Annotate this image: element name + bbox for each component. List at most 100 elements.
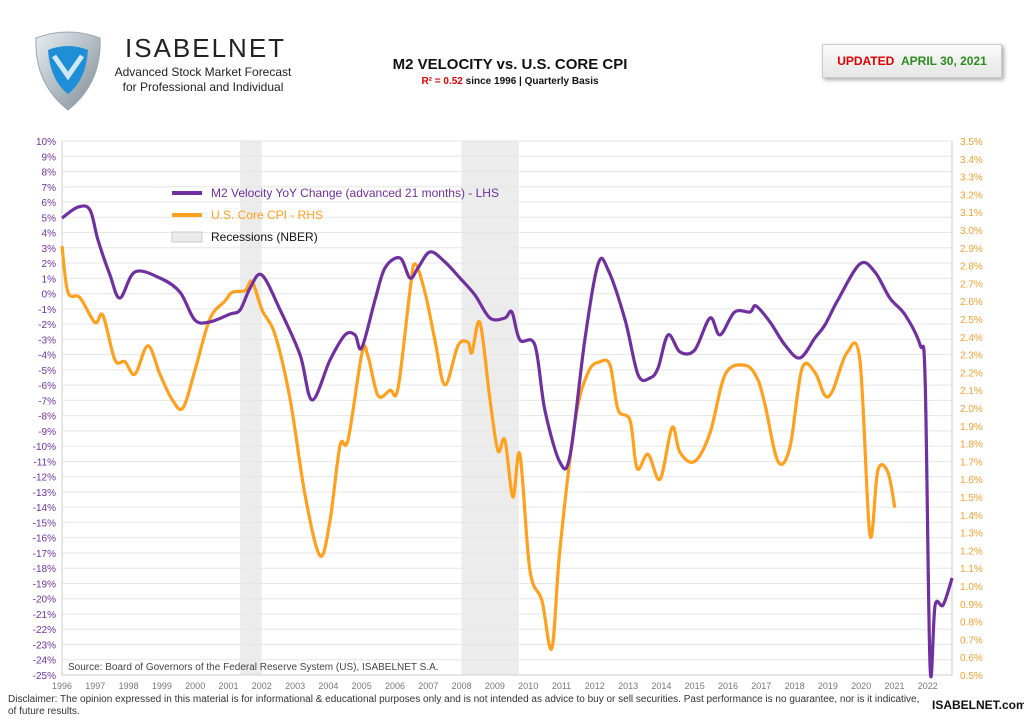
m2-velocity-line [61, 204, 954, 679]
logo-tagline-2: for Professional and Individual [122, 80, 284, 94]
legend-recession-label: Recessions (NBER) [211, 230, 318, 244]
disclaimer: Disclaimer: The opinion expressed in thi… [8, 694, 920, 717]
right-tick-label: 2.5% [960, 315, 983, 326]
right-tick-label: 2.6% [960, 297, 983, 308]
legend-recession-swatch [171, 231, 203, 243]
x-tick-label: 1999 [152, 681, 172, 691]
right-tick-label: 2.7% [960, 279, 983, 290]
right-tick-label: 0.8% [960, 618, 983, 629]
left-tick-label: -10% [33, 442, 56, 453]
r2-value: R² = 0.52 [421, 76, 463, 87]
right-tick-label: 0.5% [960, 671, 983, 682]
x-tick-label: 2001 [218, 681, 238, 691]
left-tick-label: -2% [38, 320, 56, 331]
left-tick-label: -8% [38, 412, 56, 423]
x-tick-label: 2002 [252, 681, 272, 691]
left-tick-label: -13% [33, 488, 56, 499]
chart-subtitle: R² = 0.52 since 1996 | Quarterly Basis [330, 76, 690, 88]
x-tick-label: 1996 [52, 681, 72, 691]
left-tick-label: 7% [42, 183, 57, 194]
legend-cpi-label: U.S. Core CPI - RHS [211, 208, 323, 222]
updated-label: UPDATED [837, 54, 895, 68]
left-tick-label: 0% [42, 290, 57, 301]
x-tick-label: 2018 [785, 681, 805, 691]
right-tick-label: 2.9% [960, 244, 983, 255]
left-tick-label: 6% [42, 198, 57, 209]
right-tick-label: 0.7% [960, 635, 983, 646]
right-tick-label: 1.5% [960, 493, 983, 504]
right-tick-label: 3.2% [960, 190, 983, 201]
x-tick-label: 2007 [418, 681, 438, 691]
x-tick-label: 2006 [385, 681, 405, 691]
left-tick-label: -21% [33, 610, 56, 621]
x-tick-label: 2012 [585, 681, 605, 691]
right-tick-label: 2.8% [960, 262, 983, 273]
brand-link[interactable]: ISABELNET.com [932, 698, 1024, 712]
x-tick-label: 2003 [285, 681, 305, 691]
right-tick-label: 1.4% [960, 511, 983, 522]
left-tick-label: 8% [42, 168, 57, 179]
core-cpi-line [60, 245, 897, 651]
left-tick-label: -15% [33, 518, 56, 529]
right-tick-label: 1.8% [960, 440, 983, 451]
right-tick-label: 2.3% [960, 351, 983, 362]
left-tick-label: -7% [38, 396, 56, 407]
left-tick-label: -25% [33, 671, 56, 682]
updated-badge: UPDATED APRIL 30, 2021 [822, 44, 1002, 78]
left-tick-label: -20% [33, 595, 56, 606]
chart: 10% 9% 8% 7% 6% 5% 4% 3% 2% 1% 0% -1% -2% -3% -4% -5% -6… [33, 137, 983, 691]
left-tick-label: 1% [42, 274, 57, 285]
left-tick-label: 3% [42, 244, 57, 255]
left-tick-label: -18% [33, 564, 56, 575]
x-tick-label: 2021 [884, 681, 904, 691]
right-tick-label: 1.7% [960, 457, 983, 468]
x-tick-label: 2013 [618, 681, 638, 691]
left-tick-label: -23% [33, 640, 56, 651]
right-tick-label: 3.3% [960, 173, 983, 184]
source-note: Source: Board of Governors of the Federa… [68, 662, 439, 673]
left-tick-label: 5% [42, 213, 57, 224]
logo-shield-icon [35, 31, 101, 111]
left-tick-label: -22% [33, 625, 56, 636]
left-tick-label: -19% [33, 579, 56, 590]
right-tick-label: 2.4% [960, 333, 983, 344]
right-tick-label: 1.2% [960, 546, 983, 557]
left-tick-label: -12% [33, 473, 56, 484]
left-tick-label: -9% [38, 427, 56, 438]
x-tick-label: 2004 [318, 681, 338, 691]
x-tick-label: 1997 [85, 681, 105, 691]
x-tick-label: 2011 [552, 681, 571, 691]
right-tick-label: 1.1% [960, 564, 983, 575]
right-tick-label: 2.2% [960, 368, 983, 379]
right-tick-label: 2.0% [960, 404, 983, 415]
right-tick-label: 3.0% [960, 226, 983, 237]
x-tick-label: 2009 [485, 681, 505, 691]
x-tick-label: 2014 [651, 681, 671, 691]
x-tick-label: 2022 [918, 681, 938, 691]
legend-m2-label: M2 Velocity YoY Change (advanced 21 mont… [211, 186, 499, 200]
x-tick-label: 2005 [352, 681, 372, 691]
left-tick-label: -17% [33, 549, 56, 560]
x-tick-label: 1998 [119, 681, 139, 691]
left-tick-label: -14% [33, 503, 56, 514]
subtitle-rest: since 1996 | Quarterly Basis [462, 76, 599, 87]
left-tick-label: -3% [38, 335, 56, 346]
left-tick-label: -24% [33, 656, 56, 667]
right-tick-label: 3.4% [960, 155, 983, 166]
right-tick-label: 1.9% [960, 422, 983, 433]
right-tick-label: 1.0% [960, 582, 983, 593]
left-tick-label: -11% [33, 457, 56, 468]
left-tick-label: -6% [38, 381, 56, 392]
x-tick-label: 2017 [751, 681, 771, 691]
x-tick-label: 2000 [185, 681, 205, 691]
left-tick-label: -5% [38, 366, 56, 377]
left-tick-label: 2% [42, 259, 57, 270]
left-tick-label: 9% [42, 152, 57, 163]
chart-title: M2 VELOCITY vs. U.S. CORE CPI [392, 56, 628, 73]
right-tick-label: 1.6% [960, 475, 983, 486]
left-tick-label: -16% [33, 534, 56, 545]
right-tick-label: 0.9% [960, 600, 983, 611]
updated-date: APRIL 30, 2021 [900, 54, 987, 68]
right-tick-label: 1.3% [960, 529, 983, 540]
x-tick-label: 2020 [851, 681, 871, 691]
